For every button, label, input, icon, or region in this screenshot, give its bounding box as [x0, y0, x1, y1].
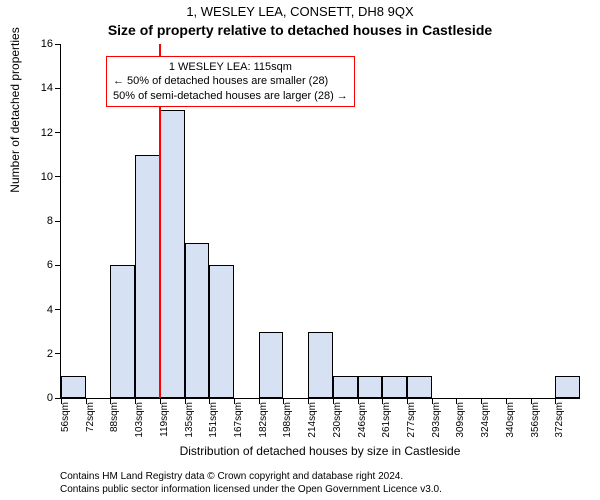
y-tick	[55, 309, 61, 310]
x-tick-label: 324sqm	[480, 402, 491, 438]
y-tick-label: 0	[47, 392, 53, 404]
y-tick-label: 16	[41, 38, 53, 50]
x-tick-label: 230sqm	[332, 402, 343, 438]
y-tick	[55, 353, 61, 354]
x-axis-label: Distribution of detached houses by size …	[60, 444, 580, 458]
y-tick	[55, 132, 61, 133]
y-tick-label: 6	[47, 259, 53, 271]
y-tick	[55, 88, 61, 89]
histogram-bar	[382, 376, 407, 398]
attribution-line-1: Contains HM Land Registry data © Crown c…	[60, 471, 580, 484]
x-tick-label: 56sqm	[60, 402, 71, 432]
x-tick-label: 182sqm	[258, 402, 269, 438]
chart-plot-area: 024681012141656sqm72sqm88sqm103sqm119sqm…	[60, 44, 580, 399]
page-supertitle: 1, WESLEY LEA, CONSETT, DH8 9QX	[0, 4, 600, 19]
x-tick-label: 151sqm	[208, 402, 219, 438]
y-tick-label: 8	[47, 215, 53, 227]
histogram-bar	[61, 376, 86, 398]
info-box-line: 1 WESLEY LEA: 115sqm	[113, 60, 348, 74]
x-tick-label: 198sqm	[282, 402, 293, 438]
y-tick-label: 10	[41, 171, 53, 183]
histogram-bar	[110, 265, 135, 398]
x-tick-label: 309sqm	[455, 402, 466, 438]
histogram-bar	[358, 376, 383, 398]
y-tick-label: 2	[47, 348, 53, 360]
x-tick-label: 356sqm	[530, 402, 541, 438]
histogram-bar	[160, 110, 185, 398]
histogram-bar	[259, 332, 284, 398]
x-tick-label: 277sqm	[406, 402, 417, 438]
histogram-bar	[555, 376, 580, 398]
x-tick-label: 167sqm	[233, 402, 244, 438]
info-box-line: ← 50% of detached houses are smaller (28…	[113, 74, 348, 88]
x-tick-label: 119sqm	[159, 402, 170, 437]
x-tick-label: 214sqm	[307, 402, 318, 438]
x-tick-label: 340sqm	[505, 402, 516, 438]
histogram-bar	[209, 265, 234, 398]
y-axis-label: Number of detached properties	[8, 0, 22, 310]
histogram-bar	[407, 376, 432, 398]
histogram-bar	[333, 376, 358, 398]
y-tick	[55, 265, 61, 266]
x-tick-label: 135sqm	[184, 402, 195, 438]
property-info-box: 1 WESLEY LEA: 115sqm← 50% of detached ho…	[106, 56, 355, 107]
histogram-bar	[135, 155, 160, 398]
attribution-line-2: Contains public sector information licen…	[60, 484, 580, 497]
y-tick	[55, 176, 61, 177]
info-box-line: 50% of semi-detached houses are larger (…	[113, 89, 348, 103]
y-tick	[55, 221, 61, 222]
histogram-bar	[308, 332, 333, 398]
y-tick-label: 14	[41, 82, 53, 94]
y-tick	[55, 44, 61, 45]
histogram-bar	[185, 243, 210, 398]
x-tick-label: 372sqm	[554, 402, 565, 438]
x-tick-label: 293sqm	[431, 402, 442, 438]
x-tick-label: 261sqm	[381, 402, 392, 438]
x-tick-label: 246sqm	[357, 402, 368, 438]
attribution-text: Contains HM Land Registry data © Crown c…	[60, 471, 580, 496]
x-tick-label: 103sqm	[134, 402, 145, 438]
y-tick-label: 4	[47, 304, 53, 316]
x-tick-label: 72sqm	[85, 402, 96, 432]
y-tick-label: 12	[41, 127, 53, 139]
x-tick-label: 88sqm	[109, 402, 120, 432]
page-title: Size of property relative to detached ho…	[0, 22, 600, 38]
